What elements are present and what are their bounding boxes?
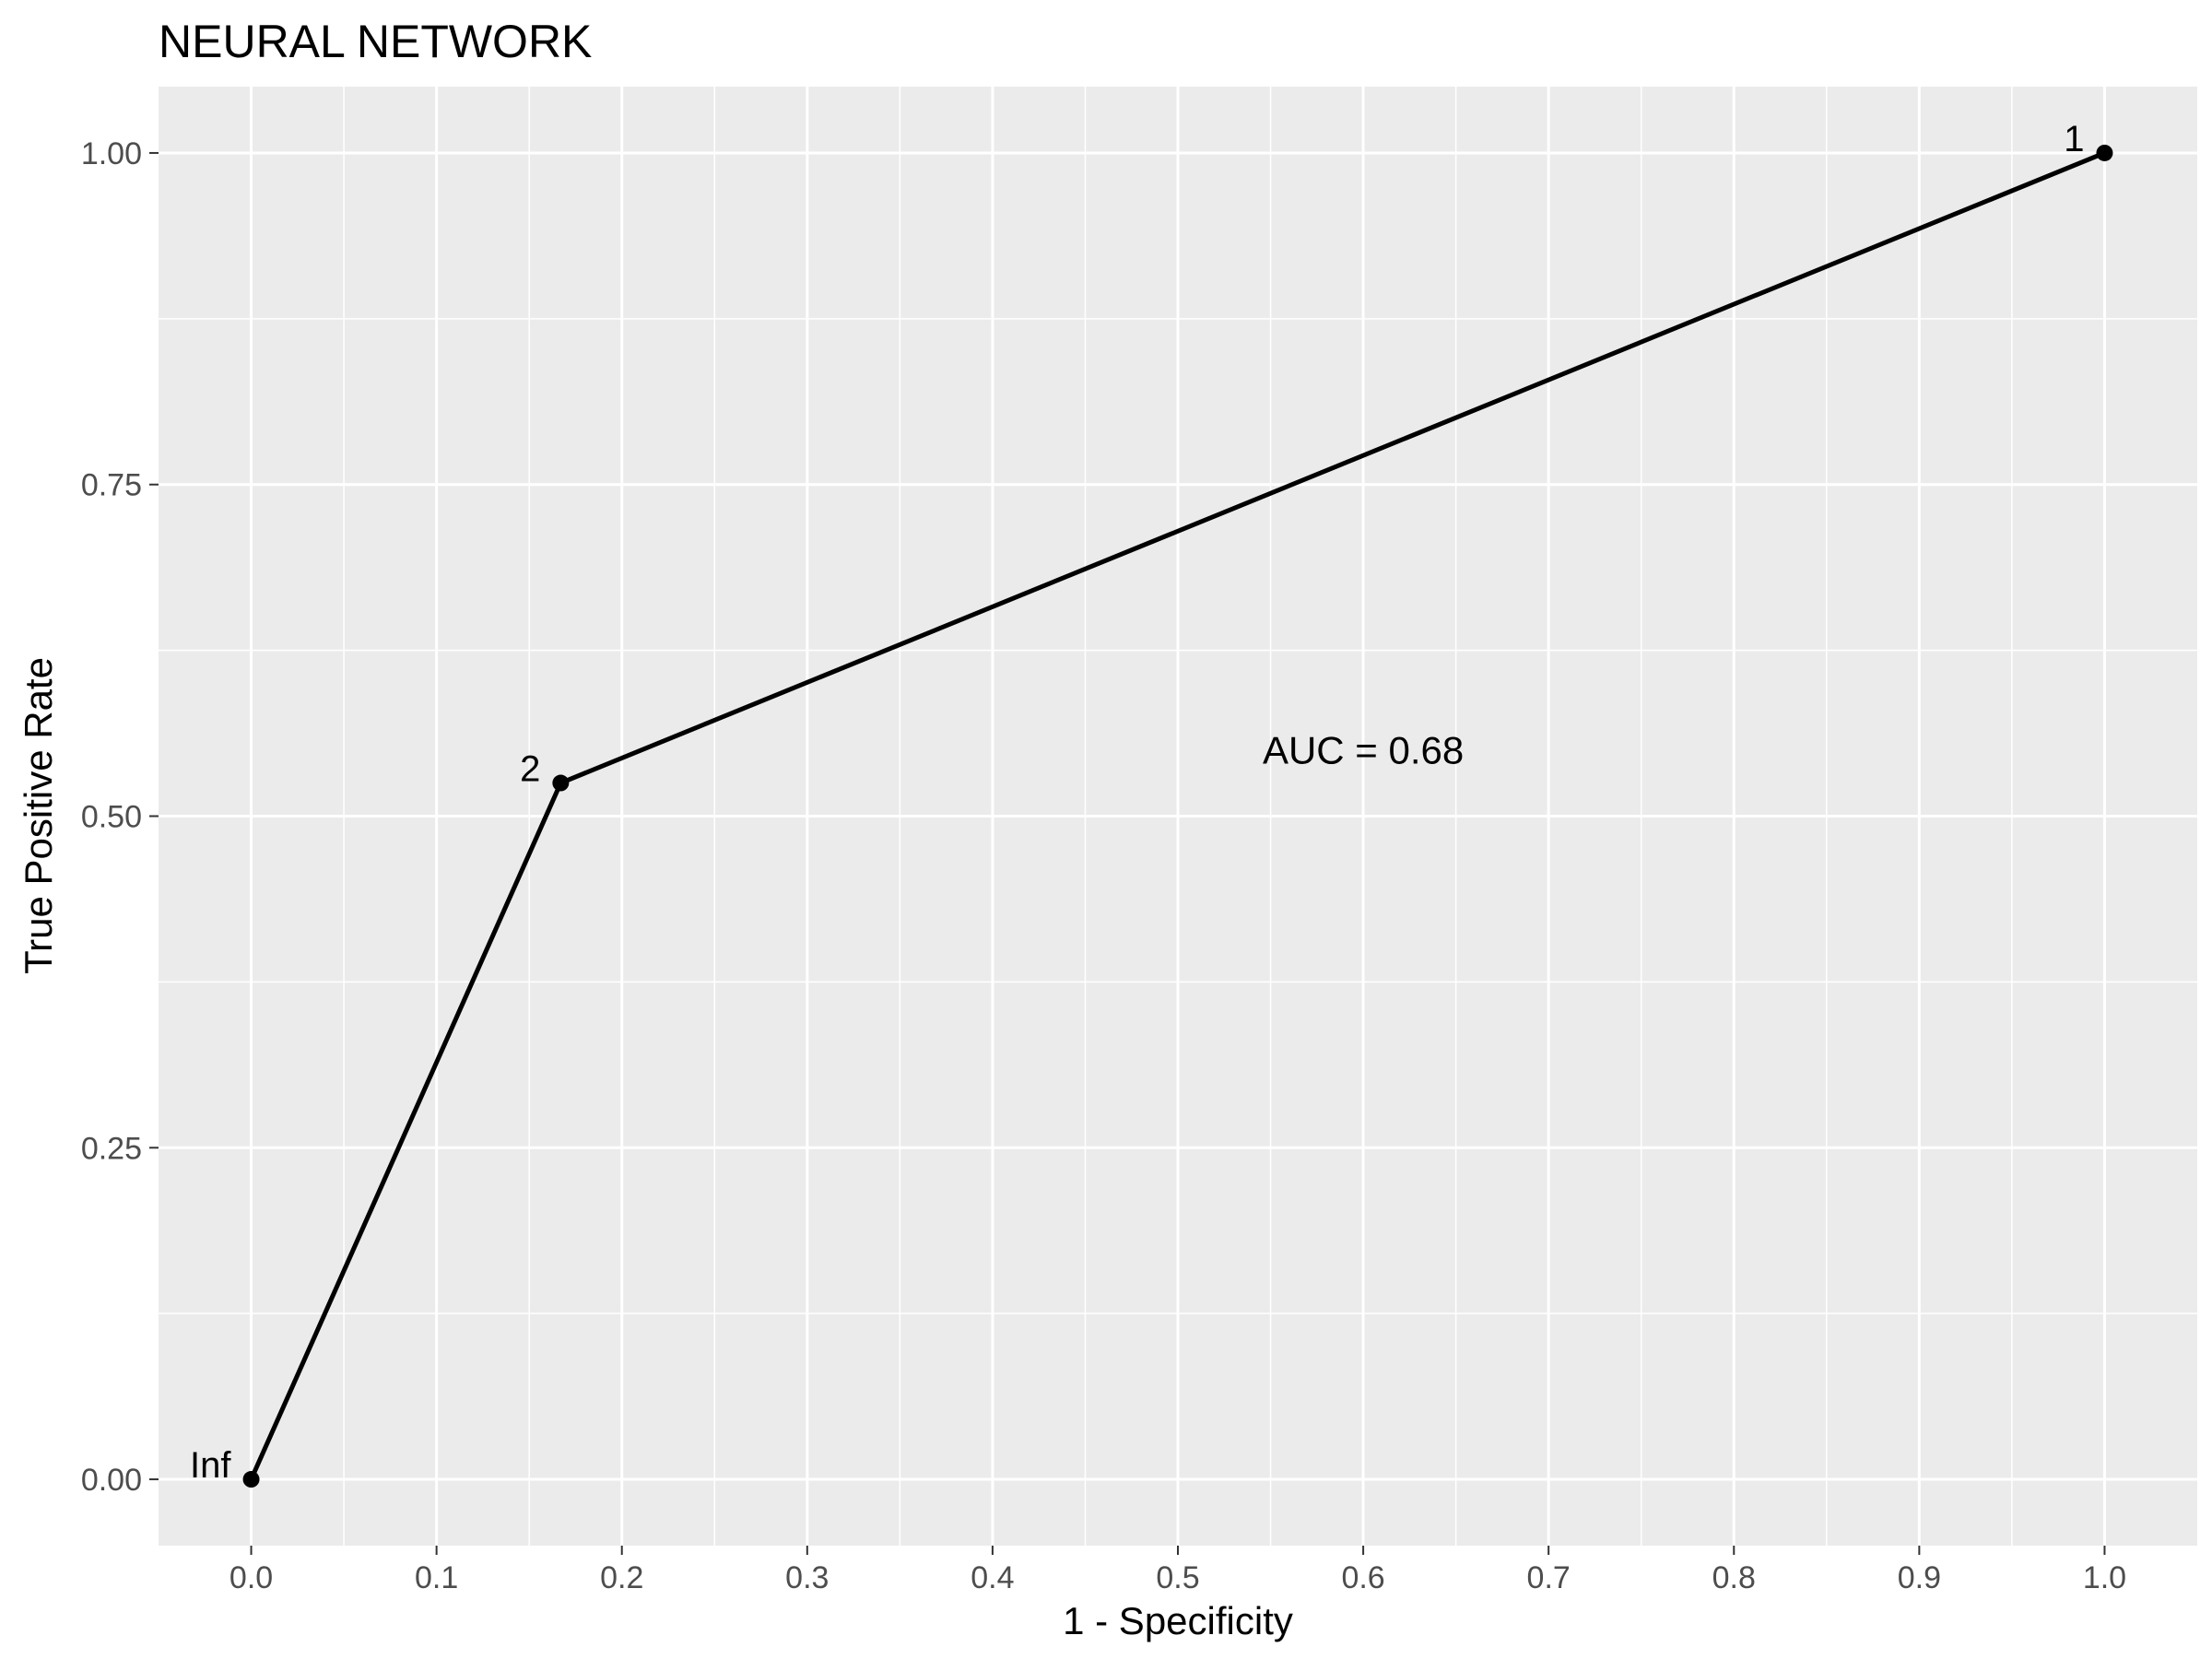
y-tick-label: 0.75 [81, 468, 142, 503]
y-tick-label: 0.25 [81, 1131, 142, 1166]
x-axis-title: 1 - Specificity [1063, 1599, 1293, 1642]
y-tick-label: 1.00 [81, 136, 142, 171]
major-gridlines [159, 87, 2197, 1546]
y-axis: 0.00 0.25 0.50 0.75 1.00 [81, 136, 159, 1498]
auc-annotation: AUC = 0.68 [1263, 729, 1464, 772]
roc-point-label: 2 [520, 749, 540, 790]
annotations: AUC = 0.68 [1263, 729, 1464, 772]
roc-point-label: Inf [190, 1445, 231, 1486]
x-tick-label: 0.3 [785, 1560, 829, 1595]
x-tick-label: 0.9 [1898, 1560, 1941, 1595]
x-tick-label: 0.2 [600, 1560, 643, 1595]
x-tick-label: 0.1 [415, 1560, 458, 1595]
x-axis: 0.0 0.1 0.2 0.3 0.4 0.5 0.6 0.7 0.8 0.9 1.0 [229, 1546, 2126, 1595]
y-axis-title: True Positive Rate [17, 657, 60, 974]
roc-point [242, 1471, 260, 1488]
x-tick-label: 0.8 [1712, 1560, 1756, 1595]
roc-point-label: 1 [2064, 119, 2084, 159]
point-labels: Inf 2 1 [190, 119, 2084, 1486]
y-tick-label: 0.50 [81, 800, 142, 835]
y-tick-label: 0.00 [81, 1463, 142, 1498]
x-tick-label: 0.7 [1527, 1560, 1571, 1595]
roc-point [2096, 144, 2113, 161]
x-tick-label: 0.6 [1341, 1560, 1384, 1595]
chart-title: NEURAL NETWORK [159, 16, 592, 67]
x-tick-label: 0.4 [971, 1560, 1014, 1595]
roc-series [242, 144, 2113, 1488]
roc-point [552, 774, 570, 792]
x-tick-label: 1.0 [2083, 1560, 2126, 1595]
x-tick-label: 0.0 [229, 1560, 273, 1595]
x-tick-label: 0.5 [1156, 1560, 1199, 1595]
